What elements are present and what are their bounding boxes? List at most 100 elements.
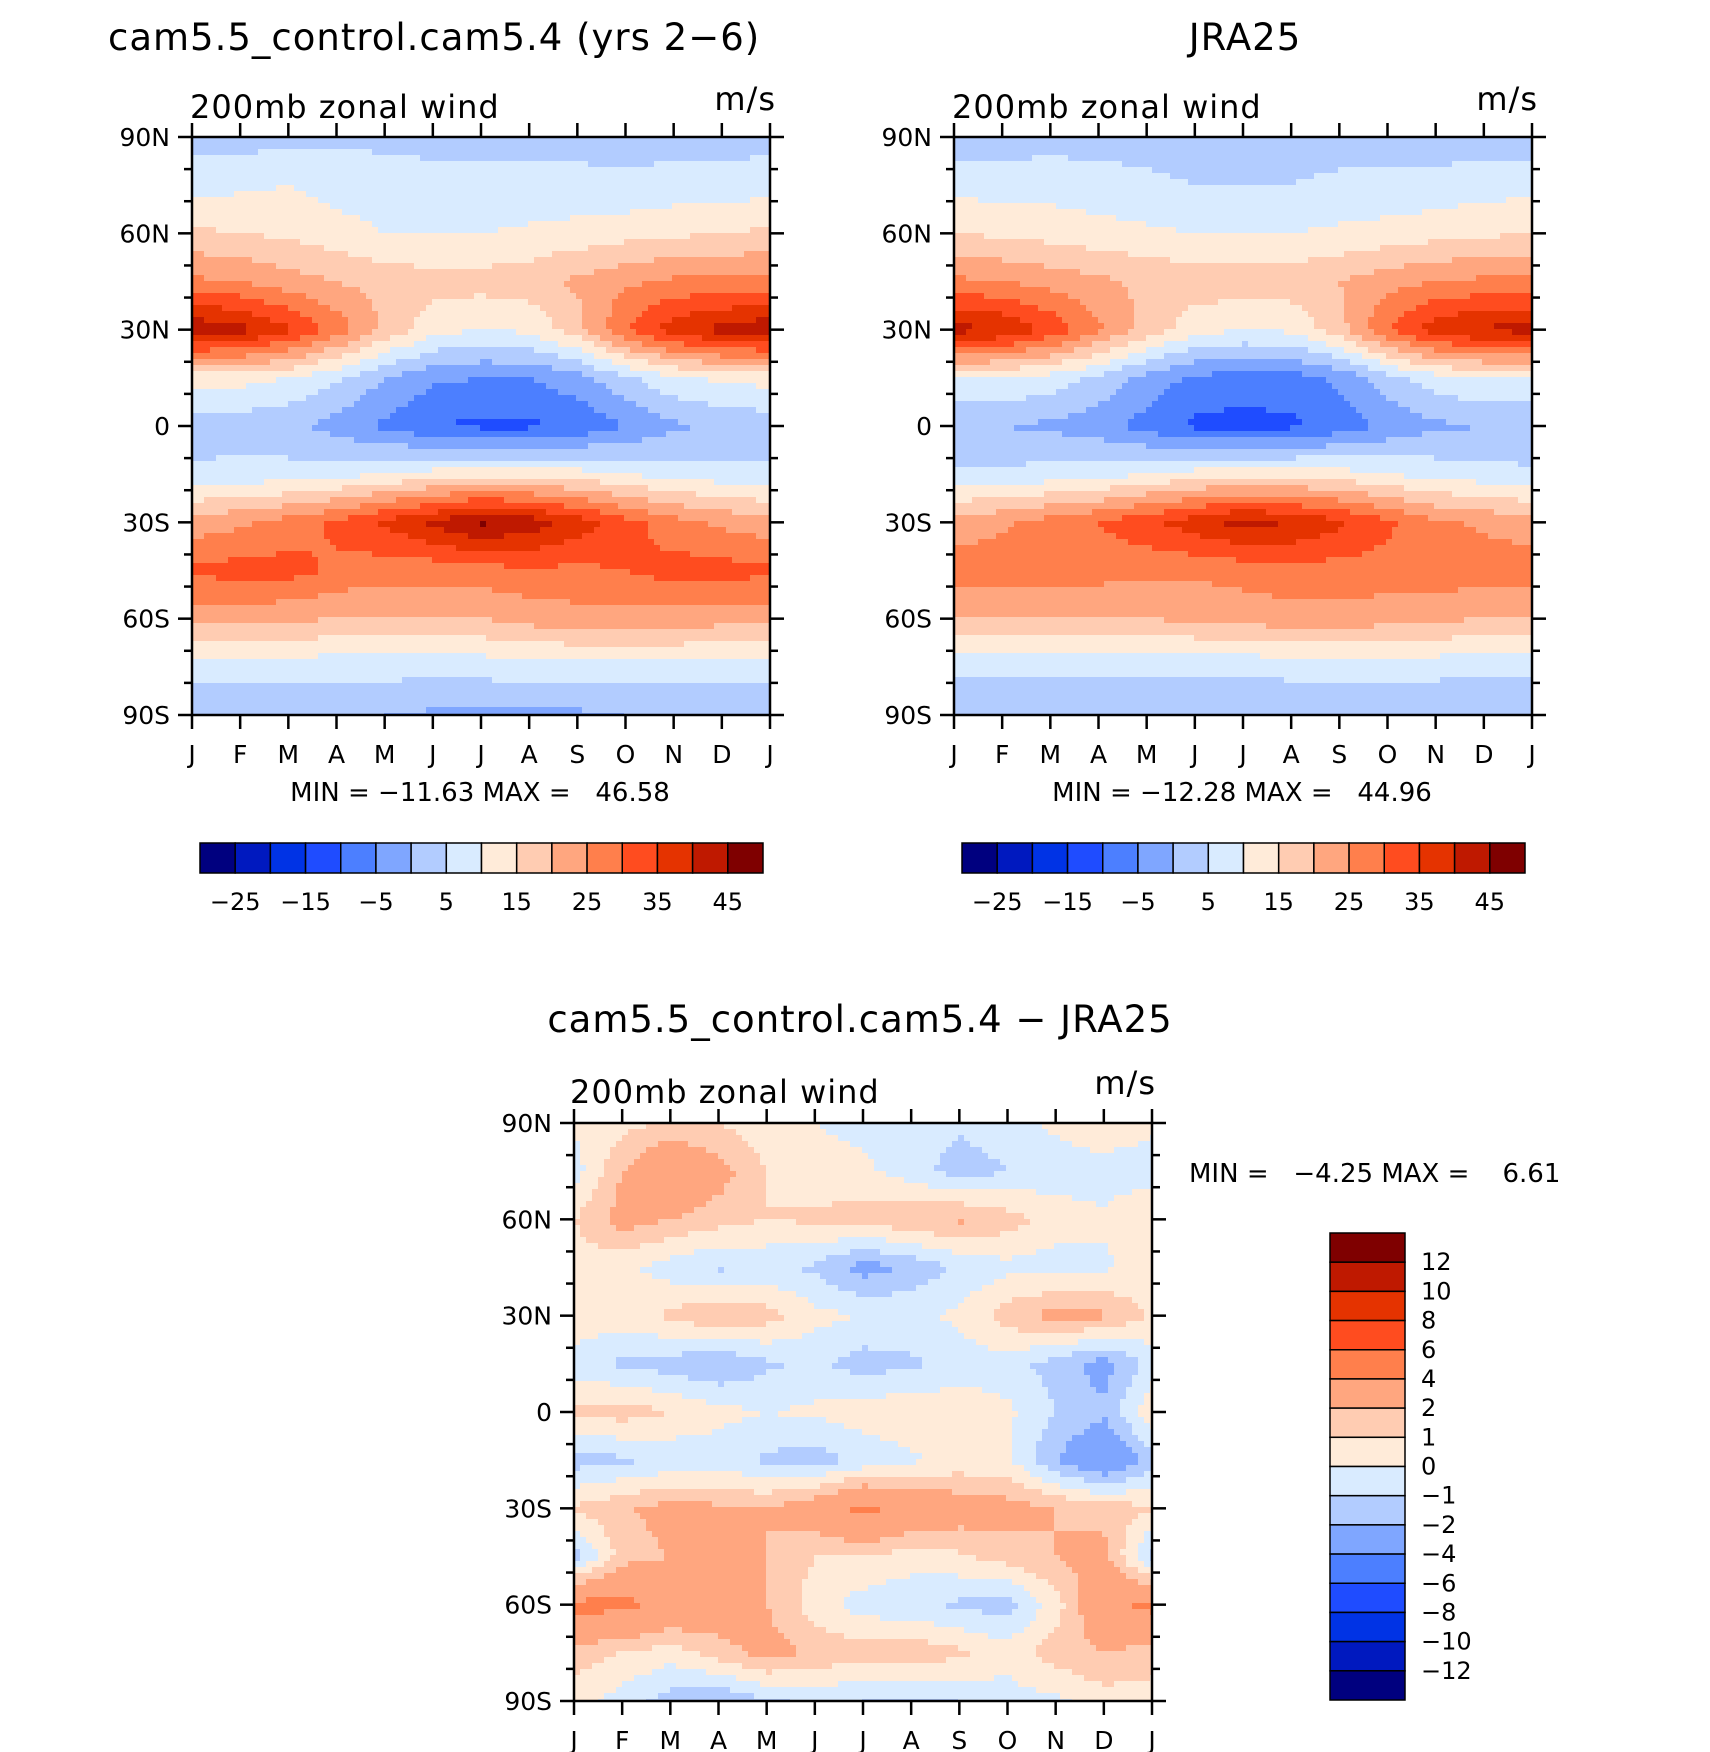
contour-cell <box>594 221 601 228</box>
contour-cell <box>402 185 409 192</box>
contour-cell <box>246 155 253 162</box>
contour-cell <box>246 287 253 294</box>
contour-cell <box>492 149 499 156</box>
contour-cell <box>276 413 283 420</box>
contour-cell <box>480 389 487 396</box>
contour-cell <box>516 413 523 420</box>
contour-cell <box>738 215 745 222</box>
contour-cell <box>366 425 373 432</box>
contour-cell <box>366 275 373 282</box>
contour-cell <box>738 419 745 426</box>
contour-cell <box>540 263 547 270</box>
contour-cell <box>468 347 475 354</box>
contour-cell <box>618 317 625 324</box>
contour-cell <box>252 245 259 252</box>
contour-cell <box>564 227 571 234</box>
contour-cell <box>546 173 553 180</box>
contour-cell <box>216 155 223 162</box>
contour-cell <box>696 377 703 384</box>
contour-cell <box>324 317 331 324</box>
contour-cell <box>372 269 379 276</box>
contour-cell <box>264 413 271 420</box>
contour-cell <box>378 353 385 360</box>
contour-cell <box>336 215 343 222</box>
contour-cell <box>354 245 361 252</box>
contour-cell <box>480 143 487 150</box>
contour-cell <box>456 185 463 192</box>
contour-cell <box>342 269 349 276</box>
contour-cell <box>738 365 745 372</box>
contour-cell <box>468 407 475 414</box>
contour-cell <box>330 173 337 180</box>
contour-cell <box>348 365 355 372</box>
contour-cell <box>318 203 325 210</box>
contour-cell <box>672 383 679 390</box>
contour-cell <box>660 251 667 258</box>
contour-cell <box>336 173 343 180</box>
contour-cell <box>660 383 667 390</box>
contour-cell <box>270 401 277 408</box>
contour-cell <box>228 227 235 234</box>
contour-cell <box>228 173 235 180</box>
contour-cell <box>546 287 553 294</box>
contour-cell <box>354 215 361 222</box>
contour-cell <box>756 185 763 192</box>
contour-cell <box>726 257 733 264</box>
contour-cell <box>714 425 721 432</box>
contour-cell <box>744 275 751 282</box>
contour-cell <box>288 305 295 312</box>
contour-cell <box>534 395 541 402</box>
contour-cell <box>396 323 403 330</box>
contour-cell <box>372 185 379 192</box>
contour-cell <box>570 155 577 162</box>
contour-cell <box>198 173 205 180</box>
contour-cell <box>474 143 481 150</box>
contour-cell <box>720 371 727 378</box>
contour-cell <box>666 383 673 390</box>
contour-cell <box>258 185 265 192</box>
contour-cell <box>570 209 577 216</box>
contour-cell <box>300 287 307 294</box>
contour-cell <box>228 149 235 156</box>
contour-cell <box>342 395 349 402</box>
contour-cell <box>396 179 403 186</box>
contour-cell <box>426 317 433 324</box>
contour-cell <box>492 251 499 258</box>
contour-cell <box>708 161 715 168</box>
contour-cell <box>354 287 361 294</box>
contour-cell <box>714 371 721 378</box>
contour-cell <box>474 227 481 234</box>
contour-cell <box>258 341 265 348</box>
contour-cell <box>582 365 589 372</box>
contour-cell <box>630 191 637 198</box>
contour-cell <box>552 437 559 444</box>
contour-cell <box>336 293 343 300</box>
contour-cell <box>216 167 223 174</box>
contour-cell <box>246 395 253 402</box>
contour-cell <box>732 185 739 192</box>
contour-cell <box>546 371 553 378</box>
contour-cell <box>372 329 379 336</box>
contour-cell <box>462 263 469 270</box>
contour-cell <box>336 305 343 312</box>
contour-cell <box>540 269 547 276</box>
contour-cell <box>312 443 319 450</box>
contour-cell <box>606 173 613 180</box>
contour-cell <box>480 347 487 354</box>
contour-cell <box>420 305 427 312</box>
contour-cell <box>420 347 427 354</box>
contour-cell <box>324 371 331 378</box>
contour-cell <box>588 311 595 318</box>
contour-cell <box>756 389 763 396</box>
contour-cell <box>564 191 571 198</box>
contour-cell <box>456 251 463 258</box>
contour-cell <box>354 371 361 378</box>
contour-cell <box>738 185 745 192</box>
contour-cell <box>762 221 769 228</box>
contour-cell <box>750 401 757 408</box>
contour-cell <box>408 335 415 342</box>
contour-cell <box>378 287 385 294</box>
contour-cell <box>702 149 709 156</box>
contour-cell <box>630 419 637 426</box>
contour-cell <box>642 245 649 252</box>
